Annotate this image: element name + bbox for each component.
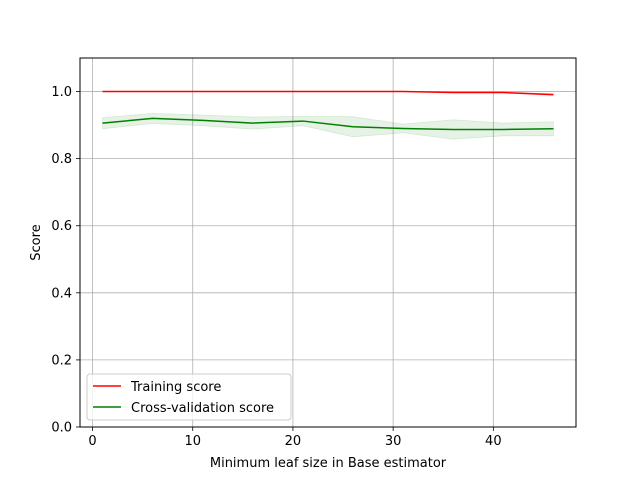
y-axis-label: Score [29, 224, 44, 260]
legend-label-cross-validation: Cross-validation score [131, 401, 274, 416]
x-tick-label: 40 [485, 434, 502, 449]
x-tick-label: 0 [88, 434, 96, 449]
x-axis-ticks: 0 10 20 30 40 [88, 427, 502, 449]
y-tick-label: 0.0 [51, 421, 72, 436]
y-axis-ticks: 0.0 0.2 0.4 0.6 0.8 1.0 [51, 85, 80, 436]
y-tick-label: 1.0 [51, 85, 72, 100]
score-lines [102, 90, 554, 131]
cross-validation-score-band [102, 112, 554, 140]
x-tick-label: 10 [184, 434, 201, 449]
legend-box [86, 373, 292, 421]
x-tick-label: 30 [385, 434, 402, 449]
x-axis-label: Minimum leaf size in Base estimator [210, 456, 447, 471]
plot-frame [79, 57, 577, 428]
legend: Training score Cross-validation score [86, 373, 292, 421]
y-tick-label: 0.6 [51, 219, 72, 234]
legend-label-training: Training score [130, 380, 221, 395]
y-tick-label: 0.2 [51, 353, 72, 368]
cross-validation-score-line [102, 117, 554, 131]
training-score-line [102, 90, 554, 96]
y-tick-label: 0.4 [51, 286, 72, 301]
y-tick-label: 0.8 [51, 152, 72, 167]
x-tick-label: 20 [285, 434, 302, 449]
